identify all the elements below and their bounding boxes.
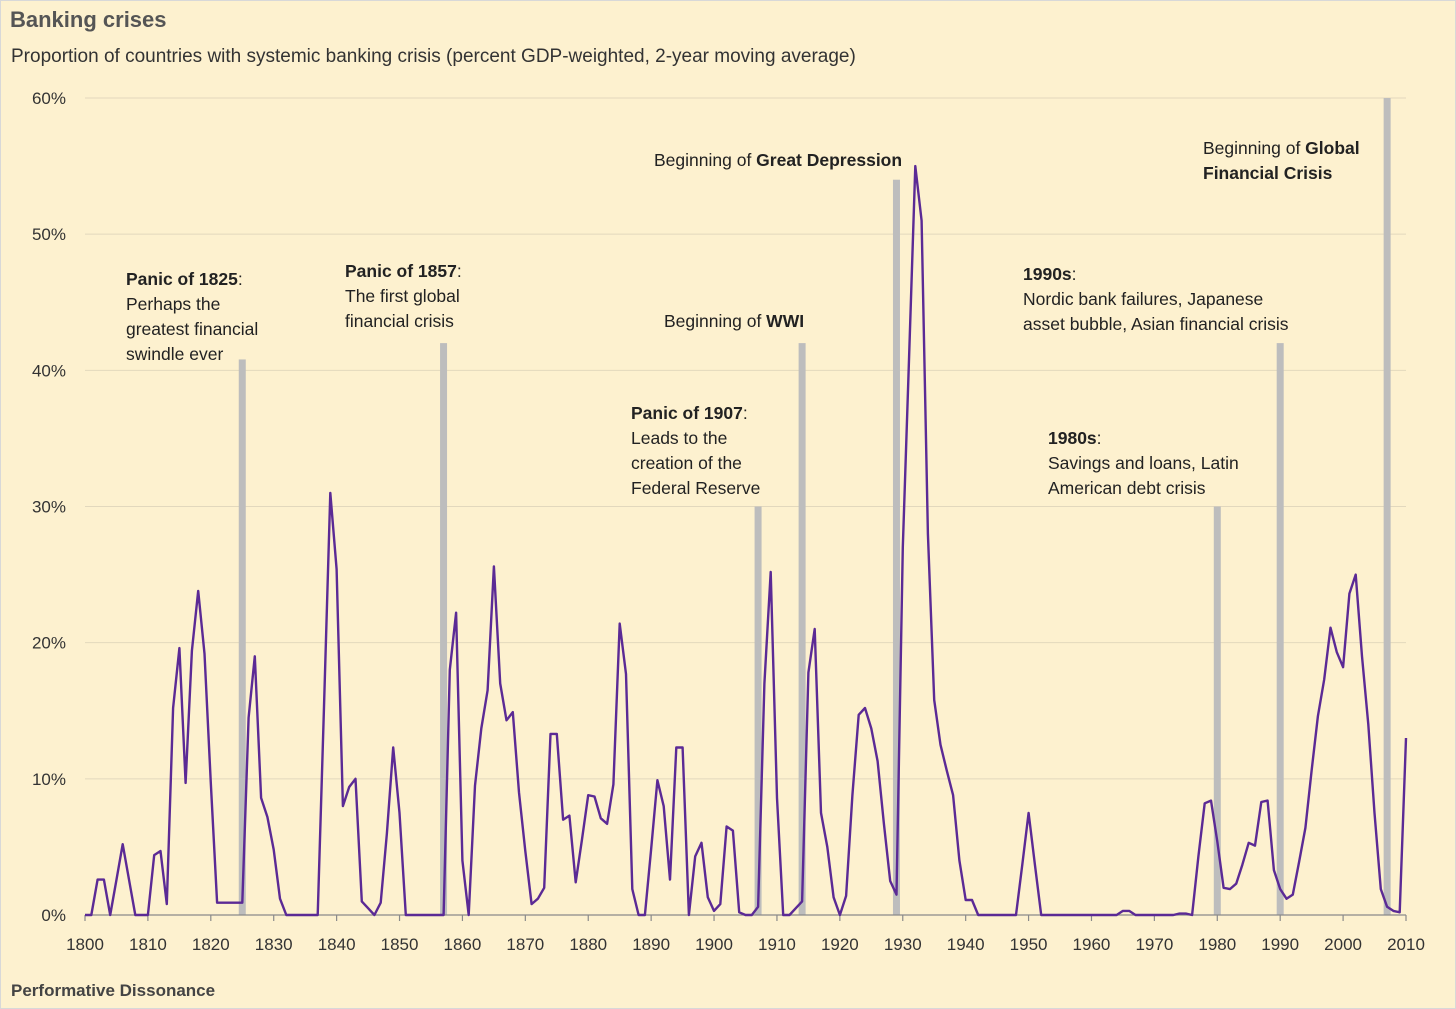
- annotation-line: Nordic bank failures, Japanese: [1023, 289, 1264, 309]
- event-marker: [754, 506, 762, 915]
- annotation-title: Panic of 1825: [126, 269, 238, 289]
- x-tick-label: 1930: [884, 935, 922, 954]
- chart-subtitle: Proportion of countries with systemic ba…: [11, 46, 856, 67]
- annotation-wwi: Beginning of WWI: [664, 311, 805, 331]
- x-tick-label: 1860: [444, 935, 482, 954]
- y-tick-label: 60%: [32, 89, 66, 108]
- event-marker: [238, 359, 246, 915]
- annotation-1990s: 1990s: Nordic bank failures, Japanese as…: [1023, 262, 1289, 337]
- annotation-1980s: 1980s: Savings and loans, Latin American…: [1048, 426, 1239, 501]
- event-marker: [1213, 506, 1221, 915]
- annotation-title: Global: [1305, 138, 1360, 158]
- x-tick-label: 1880: [569, 935, 607, 954]
- x-tick-label: 1890: [632, 935, 670, 954]
- y-tick-label: 0%: [41, 906, 66, 925]
- x-tick-label: 1960: [1073, 935, 1111, 954]
- annotation-line: The first global: [345, 286, 460, 306]
- x-tick-label: 1870: [506, 935, 544, 954]
- x-tick-label: 1830: [255, 935, 293, 954]
- x-tick-label: 1950: [1010, 935, 1048, 954]
- event-marker: [798, 343, 806, 916]
- annotation-line: asset bubble, Asian financial crisis: [1023, 314, 1289, 334]
- event-marker: [440, 343, 448, 916]
- y-tick-label: 30%: [32, 498, 66, 517]
- annotation-panic-1907: Panic of 1907: Leads to the creation of …: [631, 401, 760, 501]
- x-tick-label: 1980: [1198, 935, 1236, 954]
- x-tick-label: 1820: [192, 935, 230, 954]
- x-tick-label: 1910: [758, 935, 796, 954]
- annotation-line: financial crisis: [345, 311, 454, 331]
- annotation-global-financial-crisis: Beginning of Global Financial Crisis: [1203, 138, 1360, 183]
- annotation-title: Panic of 1857: [345, 261, 457, 281]
- annotation-line: creation of the: [631, 453, 742, 473]
- event-marker: [1276, 343, 1284, 916]
- x-tick-label: 1850: [381, 935, 419, 954]
- y-tick-label: 20%: [32, 634, 66, 653]
- y-axis: 0% 10% 20% 30% 40% 50% 60%: [32, 89, 66, 925]
- chart-title: Banking crises: [10, 7, 167, 32]
- x-tick-label: 2010: [1387, 935, 1425, 954]
- annotation-line: Savings and loans, Latin: [1048, 453, 1239, 473]
- annotation-line: greatest financial: [126, 319, 259, 339]
- event-markers: [238, 98, 1391, 916]
- event-marker: [892, 179, 900, 915]
- y-tick-label: 10%: [32, 770, 66, 789]
- annotation-line: American debt crisis: [1048, 478, 1206, 498]
- x-tick-label: 1970: [1135, 935, 1173, 954]
- gridlines: [85, 97, 1406, 780]
- annotation-great-depression: Beginning of Great Depression: [654, 150, 903, 170]
- annotation-title: 1980s: [1048, 428, 1097, 448]
- x-tick-label: 1900: [695, 935, 733, 954]
- x-tick-label: 1990: [1261, 935, 1299, 954]
- annotation-panic-1857: Panic of 1857: The first global financia…: [345, 259, 462, 334]
- annotation-title: Great Depression: [756, 150, 903, 170]
- annotation-line: swindle ever: [126, 344, 224, 364]
- x-tick-label: 1800: [66, 935, 104, 954]
- annotation-title: 1990s: [1023, 264, 1072, 284]
- annotation-line: Perhaps the: [126, 294, 221, 314]
- annotation-panic-1825: Panic of 1825: Perhaps the greatest fina…: [126, 267, 258, 367]
- y-tick-label: 50%: [32, 225, 66, 244]
- annotation-title: WWI: [766, 311, 805, 331]
- x-tick-label: 1810: [129, 935, 167, 954]
- x-tick-label: 1920: [821, 935, 859, 954]
- source-label: Performative Dissonance: [11, 981, 216, 1000]
- x-tick-label: 2000: [1324, 935, 1362, 954]
- event-marker: [1383, 98, 1391, 915]
- x-tick-label: 1840: [318, 935, 356, 954]
- annotation-line: Federal Reserve: [631, 478, 761, 498]
- series-line-banking-crises: [85, 164, 1408, 917]
- annotation-line: Leads to the: [631, 428, 728, 448]
- x-axis: 1800 1810 1820 1830 1840 1850 1860 1870 1880 1890…: [66, 914, 1425, 954]
- y-tick-label: 40%: [32, 361, 66, 380]
- annotation-title: Panic of 1907: [631, 403, 743, 423]
- annotation-title: Financial Crisis: [1203, 163, 1333, 183]
- x-tick-label: 1940: [947, 935, 985, 954]
